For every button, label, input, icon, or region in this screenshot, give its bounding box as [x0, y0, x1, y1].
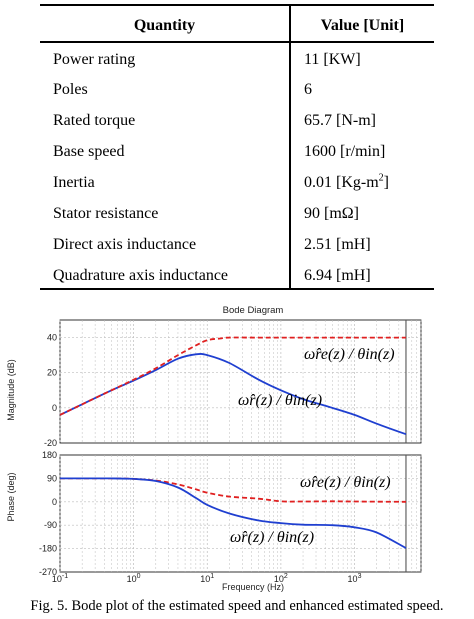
value-inertia-main: 0.01 [Kg-m	[304, 174, 379, 191]
quantity-power-rating: Power rating	[53, 51, 136, 68]
x-tick-base: 10	[274, 574, 284, 584]
phase-y-tick-label: -270	[39, 567, 57, 577]
table-top-rule	[40, 4, 434, 6]
value-power-rating: 11 [KW]	[304, 51, 361, 68]
annotation-estimated-magnitude: ω̂r(z) / θin(z)	[238, 392, 322, 409]
value-stator-resistance: 90 [mΩ]	[304, 205, 359, 222]
value-inertia: 0.01 [Kg-m2]	[304, 173, 389, 193]
x-tick-exponent: 0	[137, 573, 141, 580]
value-inertia-exponent: 2	[378, 172, 384, 184]
x-tick-exponent: -1	[62, 573, 68, 580]
phase-y-tick-label: 90	[47, 473, 57, 483]
magnitude-y-tick-label: 0	[52, 403, 57, 413]
quantity-inertia: Inertia	[53, 174, 95, 191]
x-axis-label: Frequency (Hz)	[222, 582, 284, 592]
magnitude-y-tick-label: -20	[44, 438, 57, 448]
value-inertia-close: ]	[383, 174, 389, 191]
phase-axis-label: Phase (deg)	[6, 472, 16, 521]
magnitude-enhanced-curve	[59, 336, 406, 416]
phase-y-tick-label: 0	[52, 497, 57, 507]
x-tick-base: 10	[52, 574, 62, 584]
header-quantity: Quantity	[133, 17, 196, 34]
x-tick-exponent: 2	[284, 573, 288, 580]
quantity-rated-torque: Rated torque	[53, 112, 136, 129]
value-rated-torque: 65.7 [N-m]	[304, 112, 376, 129]
annotation-enhanced-magnitude: ω̂re(z) / θin(z)	[304, 346, 395, 363]
x-tick-label: 102	[274, 573, 288, 584]
header-value-unit: Value [Unit]	[320, 17, 405, 34]
phase-frame	[59, 454, 422, 573]
phase-estimated-curve	[59, 477, 407, 549]
x-tick-base: 10	[200, 574, 210, 584]
value-quadrature-axis-inductance: 6.94 [mH]	[304, 267, 371, 284]
value-base-speed: 1600 [r/min]	[304, 143, 386, 160]
table-header-rule	[40, 41, 434, 43]
table-bottom-rule	[40, 288, 434, 290]
quantity-poles: Poles	[53, 81, 88, 98]
value-direct-axis-inductance: 2.51 [mH]	[304, 236, 371, 253]
annotation-enhanced-phase: ω̂re(z) / θin(z)	[300, 474, 391, 491]
bode-chart: Bode Diagram Frequency (Hz) Magnitude (d…	[6, 305, 422, 592]
quantity-direct-axis-inductance: Direct axis inductance	[53, 236, 197, 253]
x-tick-exponent: 1	[210, 573, 214, 580]
x-tick-label: 103	[348, 573, 362, 584]
magnitude-grid	[59, 319, 422, 444]
quantity-quadrature-axis-inductance: Quadrature axis inductance	[53, 267, 229, 284]
phase-grid	[59, 454, 422, 573]
x-tick-label: 101	[200, 573, 214, 584]
phase-y-tick-label: -180	[39, 544, 57, 554]
magnitude-y-tick-label: 40	[47, 333, 57, 343]
bode-curves	[59, 336, 407, 549]
x-tick-base: 10	[348, 574, 358, 584]
quantity-base-speed: Base speed	[53, 143, 125, 160]
magnitude-y-tick-label: 20	[47, 368, 57, 378]
bode-plot-figure: Bode Diagram Frequency (Hz) Magnitude (d…	[0, 300, 474, 600]
x-tick-label: 10-1	[52, 573, 68, 584]
x-tick-label: 100	[127, 573, 141, 584]
chart-title: Bode Diagram	[223, 305, 284, 316]
value-poles: 6	[304, 81, 312, 98]
magnitude-estimated-curve	[59, 353, 407, 436]
phase-y-tick-label: -90	[44, 520, 57, 530]
x-tick-exponent: 3	[358, 573, 362, 580]
phase-y-tick-label: 180	[42, 450, 57, 460]
annotation-estimated-phase: ω̂r(z) / θin(z)	[230, 529, 314, 546]
table-column-divider	[289, 4, 291, 290]
x-tick-base: 10	[127, 574, 137, 584]
magnitude-axis-label: Magnitude (dB)	[6, 359, 16, 421]
figure-caption: Fig. 5. Bode plot of the estimated speed…	[30, 598, 444, 614]
quantity-stator-resistance: Stator resistance	[53, 205, 159, 222]
magnitude-frame	[59, 319, 422, 444]
